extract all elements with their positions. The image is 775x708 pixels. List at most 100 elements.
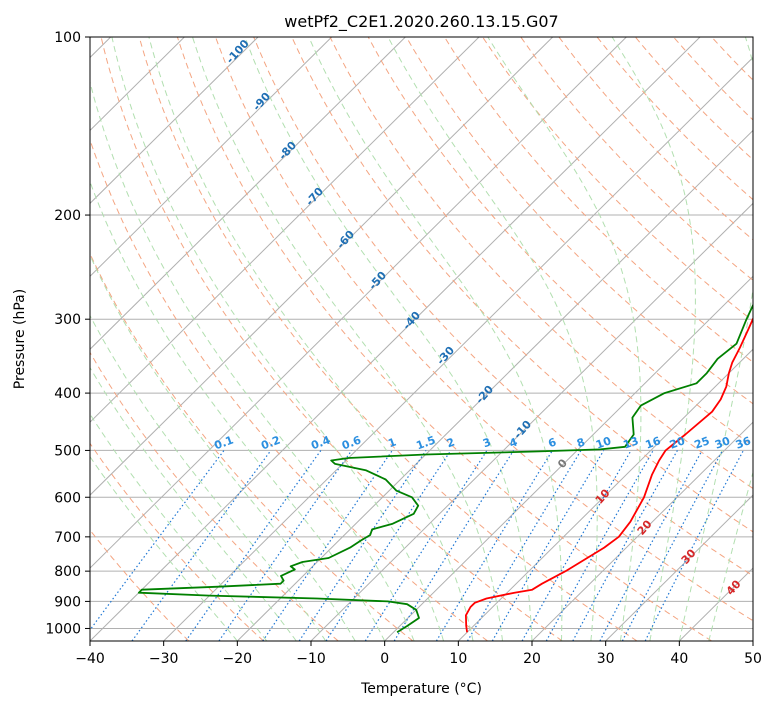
x-tick-label: −10: [296, 651, 326, 667]
y-tick-label: 100: [54, 30, 81, 46]
y-tick-label: 600: [54, 490, 81, 506]
x-axis-label: Temperature (°C): [360, 681, 482, 697]
dry-adiabat: [138, 37, 638, 641]
dry-adiabat: [215, 37, 753, 622]
y-tick-label: 900: [54, 594, 81, 610]
mixing-ratio-label: 30: [713, 434, 732, 452]
dry-adiabat-label: -90: [250, 90, 273, 114]
mixing-ratio-line: [572, 450, 678, 641]
moist-adiabat: [90, 80, 415, 641]
mixing-ratio-label: 13: [621, 434, 640, 451]
mixing-ratio-label: 16: [644, 434, 663, 452]
dry-adiabat-label: -80: [276, 139, 299, 163]
dry-adiabat: [634, 37, 753, 161]
mixing-ratio-label: 0.6: [340, 433, 363, 452]
mixing-ratio-label: 0.4: [309, 433, 332, 452]
dry-adiabat: [90, 351, 339, 641]
dry-adiabat: [367, 37, 753, 447]
isotherm-gridline: [752, 640, 753, 641]
y-tick-label: 200: [54, 208, 81, 224]
mixing-ratio-line: [599, 450, 703, 641]
plot-grid: [90, 37, 753, 641]
moist-adiabat: [192, 37, 503, 641]
y-tick-label: 800: [54, 564, 81, 580]
mixing-ratio-line: [393, 450, 515, 641]
x-tick-label: 0: [380, 651, 389, 667]
mixing-ratio-label: 3: [481, 436, 493, 451]
dry-adiabat: [90, 442, 264, 641]
y-tick-label: 500: [54, 443, 81, 459]
dry-adiabat: [100, 37, 563, 641]
moist-adiabat: [244, 37, 533, 641]
moist-adiabat: [308, 37, 563, 641]
mixing-ratio-line: [521, 450, 632, 641]
moist-adiabat: [487, 37, 642, 641]
dry-adiabat-label: -50: [366, 269, 389, 293]
isotherm-gridline: [531, 421, 753, 641]
mixing-ratio-line: [185, 450, 322, 641]
moist-adiabat: [90, 366, 297, 641]
mixing-ratio-label: 6: [546, 435, 558, 450]
isotherm-gridline: [90, 37, 627, 569]
mixing-ratio-line: [262, 450, 393, 641]
moist-adiabat: [90, 455, 238, 641]
mixing-ratio-line: [218, 450, 353, 641]
x-tick-label: 30: [597, 651, 615, 667]
mixing-ratio-line: [325, 450, 452, 641]
isotherm-gridline: [90, 37, 333, 278]
mixing-ratio-label: 0.2: [259, 434, 282, 453]
dry-adiabat-label: 0: [555, 456, 570, 471]
isotherm-gridline: [457, 348, 753, 641]
isotherm-gridline: [163, 56, 753, 641]
dry-adiabat: [520, 37, 753, 281]
moist-adiabat: [90, 413, 268, 641]
dry-adiabat: [90, 529, 190, 641]
dry-adiabat: [253, 37, 753, 577]
chart-title: wetPf2_C2E1.2020.260.13.15.G07: [284, 12, 558, 32]
dry-adiabat: [90, 138, 488, 641]
moist-adiabat: [111, 37, 445, 641]
moist-adiabat: [387, 37, 598, 641]
mixing-ratio-line: [466, 450, 582, 641]
mixing-ratio-line: [644, 450, 744, 641]
plot-frame: [89, 36, 754, 642]
axes: −40 −30 −20 −10 0 10 20 30 40 5010020030040050060…: [45, 30, 762, 667]
mixing-ratio-label: 36: [734, 434, 753, 452]
x-tick-label: 10: [449, 651, 467, 667]
isotherm-gridline: [310, 202, 753, 641]
x-tick-label: −30: [149, 651, 179, 667]
moist-adiabat: [148, 37, 474, 641]
y-tick-label: 1000: [45, 621, 81, 637]
plot-data: [137, 303, 753, 634]
dry-adiabat: [329, 37, 753, 490]
mixing-ratio-label: 25: [693, 434, 712, 451]
moist-adiabat: [708, 470, 753, 641]
plot-annotations: -100-90-80-70-60-50-40-30-20-10010203040…: [212, 37, 752, 598]
x-tick-label: −20: [223, 651, 253, 667]
dry-adiabat: [176, 37, 712, 641]
dry-adiabat-label: -100: [224, 37, 252, 66]
mixing-ratio-label: 8: [575, 436, 587, 451]
x-tick-label: 50: [744, 651, 762, 667]
mixing-ratio-line: [435, 450, 554, 641]
dry-adiabat: [405, 37, 753, 405]
y-tick-label: 300: [54, 312, 81, 328]
x-tick-label: 40: [670, 651, 688, 667]
mixing-ratio-line: [131, 450, 272, 641]
dry-adiabat: [444, 37, 753, 363]
isotherm-gridline: [236, 129, 753, 641]
mixing-ratio-label: 2: [445, 436, 457, 451]
moist-adiabat: [678, 37, 753, 641]
isotherm-gridline: [605, 494, 753, 641]
isotherm-gridline: [90, 37, 406, 350]
mixing-ratio-label: 1: [386, 436, 398, 451]
mixing-ratio-label: 1.5: [414, 434, 437, 453]
isotherm-gridline: [678, 567, 753, 641]
mixing-ratio-label: 10: [594, 434, 613, 452]
dewpoint-profile-line: [137, 303, 753, 634]
dry-adiabat-label: -60: [334, 228, 357, 252]
isotherm-gridline: [90, 37, 259, 205]
dry-adiabat: [291, 37, 753, 533]
isotherm-gridline: [384, 275, 753, 641]
